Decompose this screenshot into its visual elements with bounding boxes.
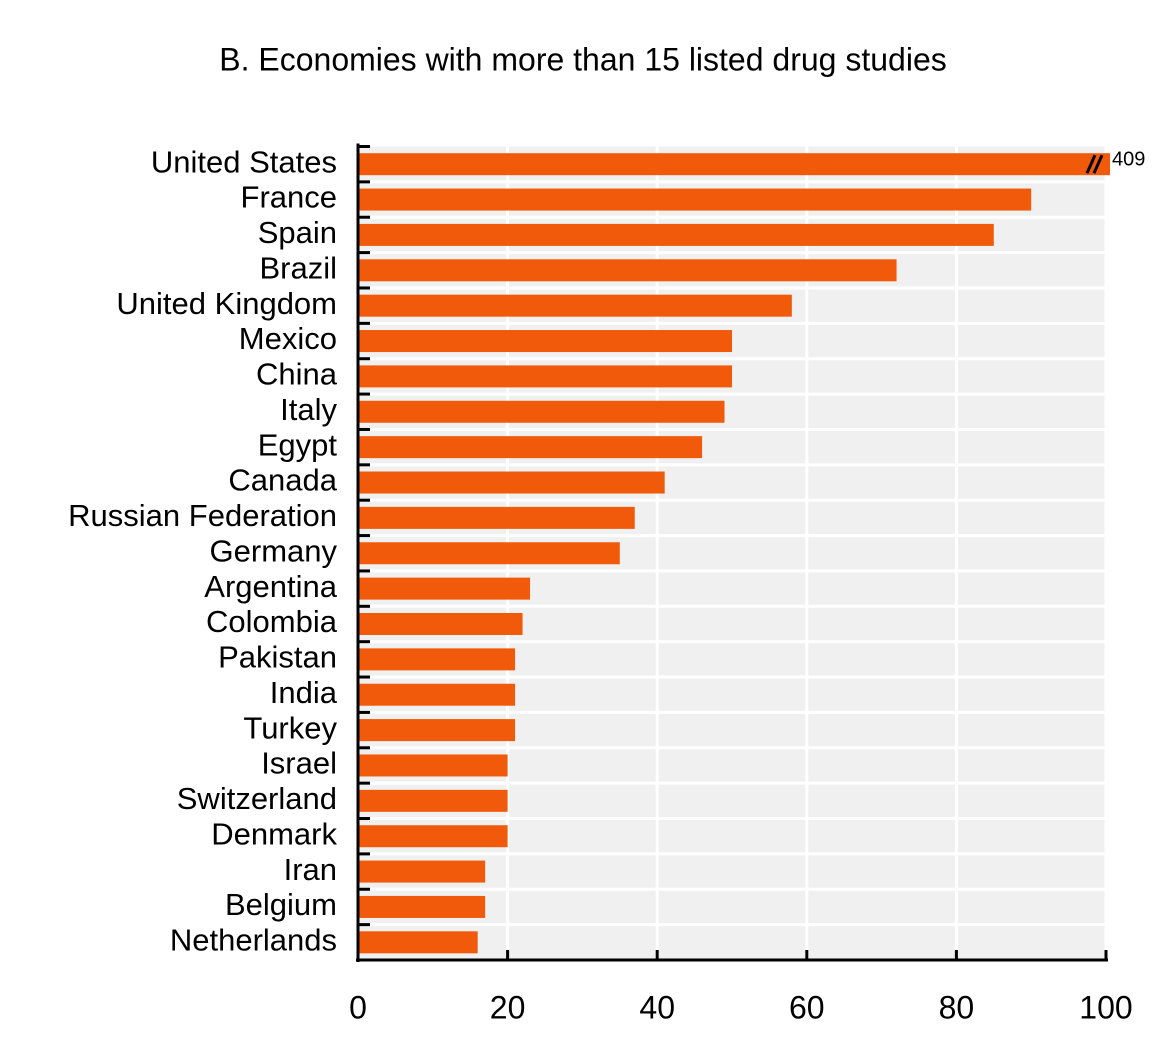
y-tick-label: Canada (228, 463, 337, 498)
bar (358, 294, 792, 317)
y-tick-label: Spain (258, 215, 337, 250)
axis-break (1085, 154, 1097, 174)
y-tick-label: Colombia (206, 604, 338, 639)
bars (358, 153, 1110, 954)
y-tick-label: Pakistan (218, 640, 337, 675)
x-tick-label: 20 (490, 989, 526, 1025)
axis-break (1092, 154, 1104, 174)
bar (358, 895, 486, 918)
bar (358, 825, 508, 848)
y-tick-label: China (256, 357, 338, 392)
bar (358, 188, 1032, 211)
y-tick-label: Mexico (239, 321, 337, 356)
x-tick-label: 60 (789, 989, 825, 1025)
bar (358, 648, 516, 671)
y-tick-label: France (241, 180, 337, 215)
x-tick-label: 40 (639, 989, 675, 1025)
y-tick-label: Iran (284, 852, 337, 887)
y-tick-label: Italy (280, 392, 337, 427)
bar (358, 330, 732, 353)
bar (358, 506, 635, 529)
bar (358, 754, 508, 777)
bar (358, 719, 516, 742)
x-tick-label: 100 (1079, 989, 1132, 1025)
y-tick-label: Israel (261, 746, 337, 781)
bar (358, 577, 531, 600)
y-tick-label: United Kingdom (116, 286, 337, 321)
bar (358, 542, 620, 565)
y-tick-label: Argentina (204, 569, 337, 604)
bar (358, 365, 732, 388)
bar (358, 223, 994, 246)
value-label: 409 (1112, 148, 1145, 170)
y-tick-label: Russian Federation (68, 498, 337, 533)
bar (358, 860, 486, 883)
bar (358, 436, 703, 459)
bar (358, 153, 1110, 176)
y-tick-label: Germany (210, 533, 338, 568)
y-tick-label: Egypt (258, 427, 338, 462)
bar (358, 259, 897, 282)
y-tick-label: India (270, 675, 338, 710)
x-tick-label: 80 (939, 989, 975, 1025)
x-tick-label: 0 (349, 989, 367, 1025)
bar (358, 683, 516, 706)
bar (358, 471, 665, 494)
y-tick-label: Turkey (243, 710, 337, 745)
y-tick-label: Belgium (225, 887, 337, 922)
y-tick-label: United States (151, 144, 337, 179)
y-tick-label: Netherlands (170, 923, 337, 958)
chart-title: B. Economies with more than 15 listed dr… (219, 41, 946, 77)
bar (358, 400, 725, 423)
bar (358, 789, 508, 812)
bar (358, 612, 523, 635)
y-tick-label: Brazil (259, 250, 337, 285)
bar (358, 931, 478, 954)
y-tick-label: Denmark (211, 816, 337, 851)
y-tick-label: Switzerland (177, 781, 337, 816)
